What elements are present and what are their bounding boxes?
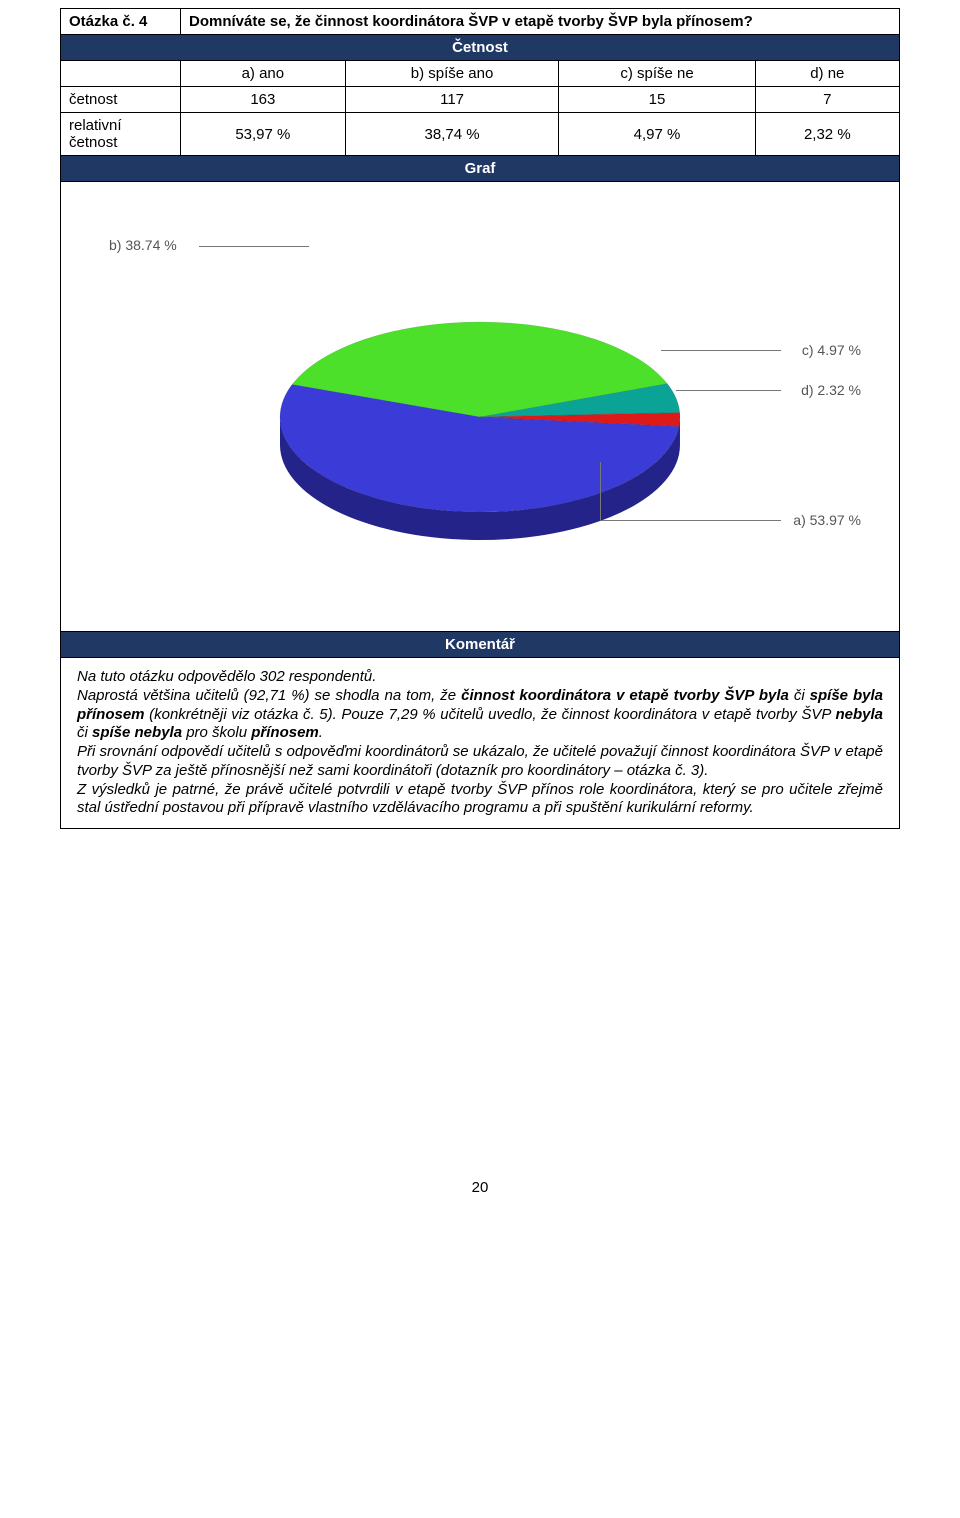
question-text: Domníváte se, že činnost koordinátora ŠV… xyxy=(181,9,900,35)
kom-p2b: činnost koordinátora v etapě tvorby ŠVP … xyxy=(461,687,789,704)
kom-p2j: přínosem xyxy=(251,724,319,741)
kom-p1: Na tuto otázku odpovědělo 302 respondent… xyxy=(77,668,376,685)
cetnost-d: 7 xyxy=(755,87,899,113)
kom-p2a: Naprostá většina učitelů (92,71 %) se sh… xyxy=(77,687,461,704)
komentar-header: Komentář xyxy=(61,632,900,658)
pie-label-d: d) 2.32 % xyxy=(801,382,861,398)
chart-cell: b) 38.74 % c) 4.97 % d) 2.32 % a) 53.97 … xyxy=(61,182,900,632)
rel-a: 53,97 % xyxy=(181,113,346,156)
kom-p2c: či xyxy=(789,687,810,704)
kom-p2h: spíše nebyla xyxy=(92,724,182,741)
rel-d: 2,32 % xyxy=(755,113,899,156)
option-a: a) ano xyxy=(181,61,346,87)
page-number: 20 xyxy=(60,1179,900,1196)
cetnost-c: 15 xyxy=(559,87,755,113)
graf-header: Graf xyxy=(61,156,900,182)
row-rel-label: relativní četnost xyxy=(61,113,181,156)
option-d: d) ne xyxy=(755,61,899,87)
cetnost-b: 117 xyxy=(345,87,559,113)
option-b: b) spíše ano xyxy=(345,61,559,87)
pie-label-c: c) 4.97 % xyxy=(802,342,861,358)
cetnost-a: 163 xyxy=(181,87,346,113)
page: Otázka č. 4 Domníváte se, že činnost koo… xyxy=(0,0,960,1196)
kom-p3: Při srovnání odpovědí učitelů s odpověďm… xyxy=(77,743,883,779)
rel-b: 38,74 % xyxy=(345,113,559,156)
pie-label-b: b) 38.74 % xyxy=(109,237,177,253)
leader-d xyxy=(676,390,781,391)
kom-p2i: pro školu xyxy=(182,724,251,741)
rel-c: 4,97 % xyxy=(559,113,755,156)
leader-c xyxy=(661,350,781,351)
leader-a-v xyxy=(600,462,601,520)
pie-svg xyxy=(260,307,700,567)
leader-b xyxy=(199,246,309,247)
kom-p2f: nebyla xyxy=(835,706,883,723)
pie-label-a: a) 53.97 % xyxy=(793,512,861,528)
question-table: Otázka č. 4 Domníváte se, že činnost koo… xyxy=(60,8,900,829)
pie-chart: b) 38.74 % c) 4.97 % d) 2.32 % a) 53.97 … xyxy=(69,202,891,612)
leader-a-h xyxy=(601,520,781,521)
komentar-cell: Na tuto otázku odpovědělo 302 respondent… xyxy=(61,658,900,829)
kom-p2e: (konkrétněji viz otázka č. 5). Pouze 7,2… xyxy=(145,706,836,723)
kom-p2g: či xyxy=(77,724,92,741)
question-label: Otázka č. 4 xyxy=(61,9,181,35)
kom-p4: Z výsledků je patrné, že právě učitelé p… xyxy=(77,781,883,817)
option-c: c) spíše ne xyxy=(559,61,755,87)
blank-cell xyxy=(61,61,181,87)
row-cetnost-label: četnost xyxy=(61,87,181,113)
cetnost-header: Četnost xyxy=(61,35,900,61)
komentar-body: Na tuto otázku odpovědělo 302 respondent… xyxy=(69,662,891,824)
kom-p2k: . xyxy=(319,724,323,741)
